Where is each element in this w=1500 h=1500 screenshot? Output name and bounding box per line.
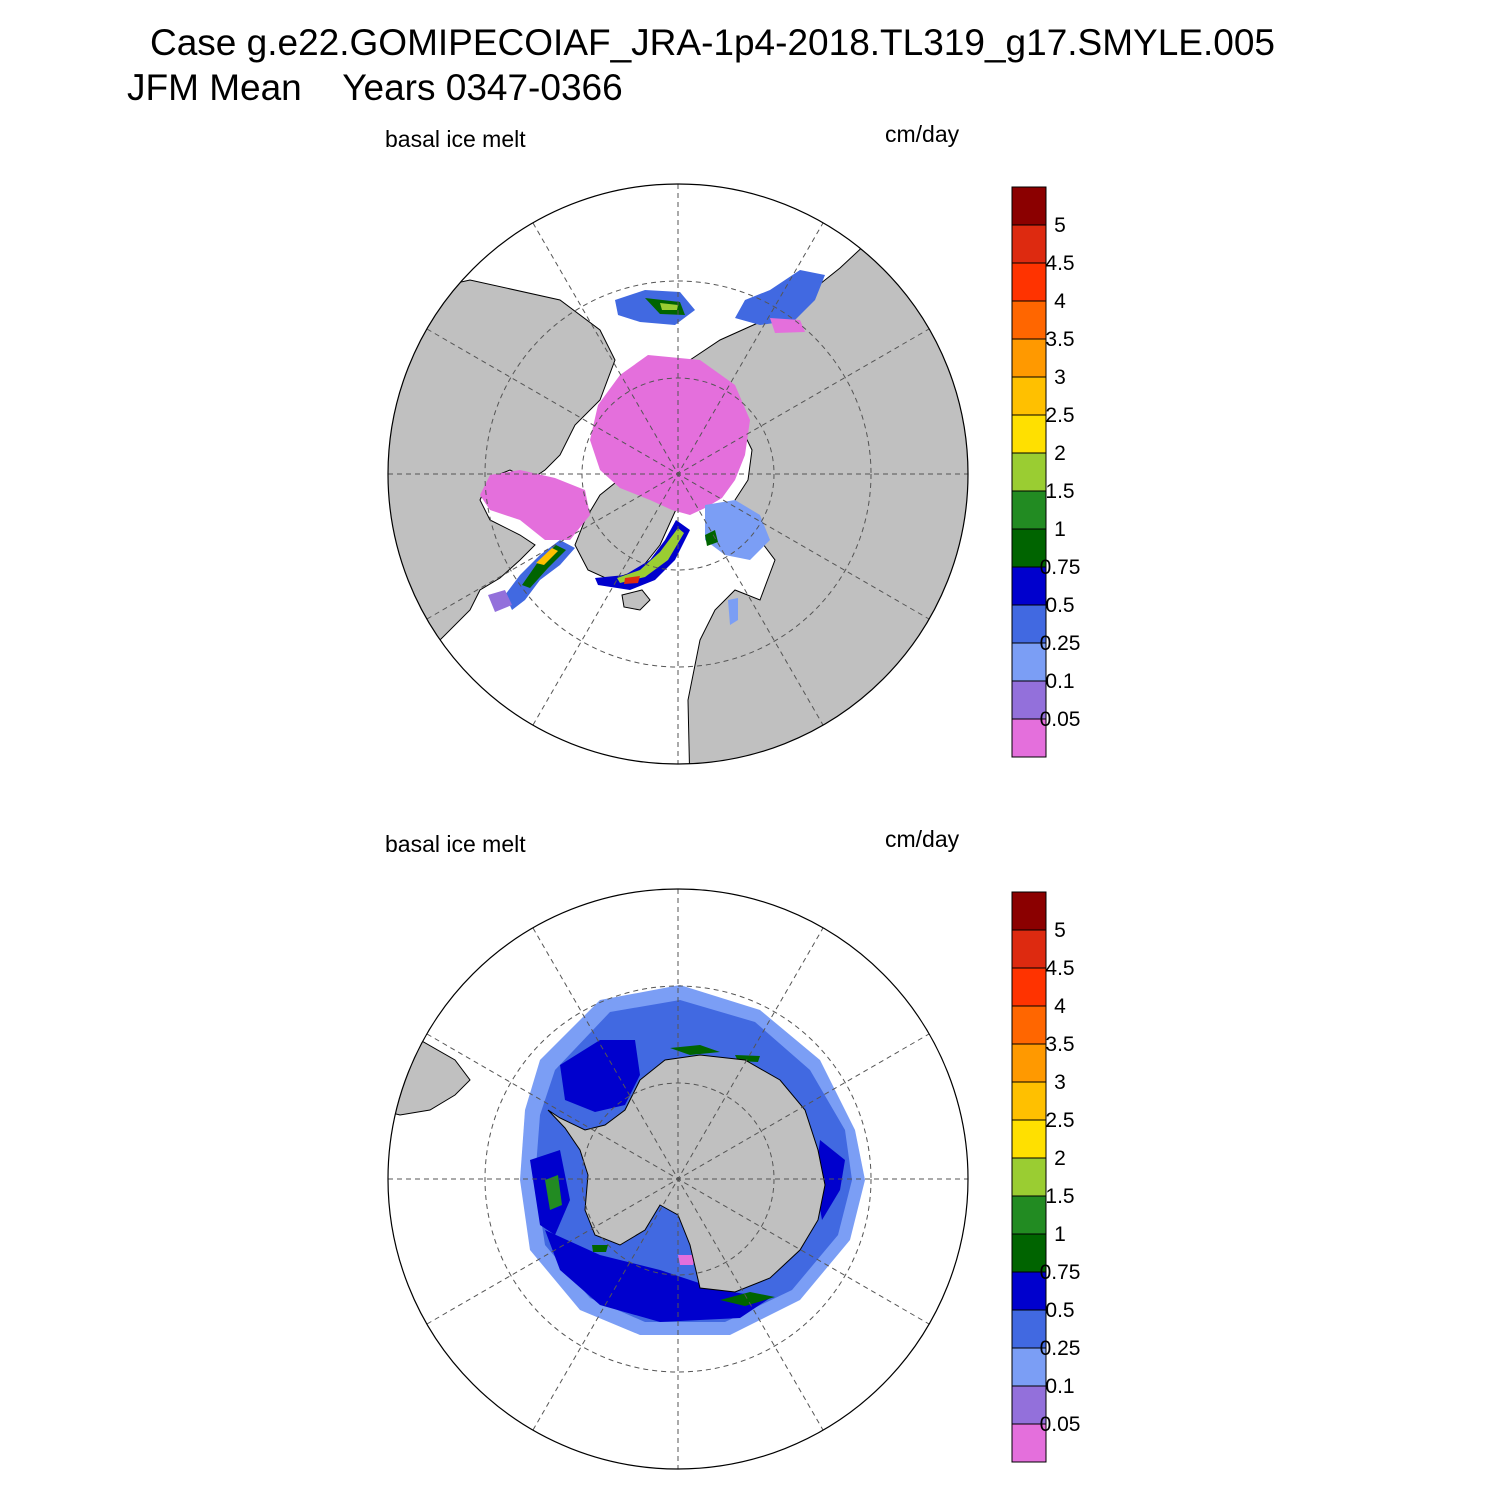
- north-okhotsk-melt: [735, 270, 825, 325]
- south-panel-left-label: basal ice melt: [385, 831, 526, 857]
- south-colorbar-tick-label: 3.5: [1045, 1033, 1074, 1056]
- north-colorbar-tick-label: 0.25: [1040, 632, 1081, 655]
- south-colorbar-box: [1011, 1043, 1047, 1083]
- south-colorbar-tick-label: 0.25: [1040, 1337, 1081, 1360]
- north-barents-melt-core: [705, 530, 718, 546]
- south-colorbar-box: [1011, 1195, 1047, 1235]
- south-colorbar-box: [1011, 1271, 1047, 1311]
- north-nordic-melt-peak: [624, 576, 640, 584]
- south-colorbar-tick-label: 4: [1054, 995, 1066, 1018]
- south-colorbar-box: [1011, 1423, 1047, 1463]
- north-colorbar-box: [1011, 376, 1047, 416]
- north-arctic-seaice: [590, 355, 750, 515]
- north-colorbar-box: [1011, 680, 1047, 720]
- north-labrador-melt-core: [522, 545, 566, 588]
- north-iceland-land: [621, 589, 651, 611]
- north-colorbar-tick-label: 2.5: [1045, 404, 1074, 427]
- south-map-border: [387, 888, 969, 1470]
- south-colorbar-box: [1011, 1309, 1047, 1349]
- north-colorbar-tick-label: 3.5: [1045, 328, 1074, 351]
- north-colorbar-box: [1011, 718, 1047, 758]
- north-panel-left-label: basal ice melt: [385, 126, 526, 152]
- north-map-graticule: [388, 184, 968, 764]
- north-colorbar-box: [1011, 338, 1047, 378]
- south-colorbar-tick-label: 0.1: [1045, 1375, 1074, 1398]
- north-colorbar-box: [1011, 490, 1047, 530]
- south-colorbar-tick-label: 1.5: [1045, 1185, 1074, 1208]
- north-barents-melt: [705, 500, 770, 560]
- south-colorbar-box: [1011, 1157, 1047, 1197]
- north-stlawrence-melt: [488, 590, 512, 612]
- south-colorbar-box: [1011, 1005, 1047, 1045]
- south-colorbar-box: [1011, 967, 1047, 1007]
- north-colorbar-box: [1011, 566, 1047, 606]
- north-colorbar-box: [1011, 528, 1047, 568]
- south-panel-units-label: cm/day: [885, 826, 960, 852]
- south-colorbar-box: [1011, 1385, 1047, 1425]
- north-bering-melt-peak: [660, 303, 678, 310]
- south-colorbar-box: [1011, 1081, 1047, 1121]
- south-colorbar-box: [1011, 1347, 1047, 1387]
- south-polar-map: [387, 888, 969, 1470]
- north-colorbar-box: [1011, 604, 1047, 644]
- north-panel-units-label: cm/day: [885, 121, 960, 147]
- north-colorbar-box: [1011, 300, 1047, 340]
- south-colorbar-tick-label: 4.5: [1045, 957, 1074, 980]
- south-colorbar-tick-label: 0.75: [1040, 1261, 1081, 1284]
- south-weddell-melt: [560, 1040, 640, 1112]
- north-colorbar: 0.05 0.1 0.25 0.5 0.75 1 1.5 2 2.5 3 3.5 4 4.5 5: [1011, 186, 1081, 758]
- north-labrador-melt-peak: [536, 548, 558, 565]
- north-colorbar-tick-label: 4.5: [1045, 252, 1074, 275]
- south-colorbar-tick-label: 3: [1054, 1071, 1066, 1094]
- north-colorbar-box: [1011, 224, 1047, 264]
- north-colorbar-tick-label: 2: [1054, 442, 1066, 465]
- south-colorbar-tick-label: 2.5: [1045, 1109, 1074, 1132]
- north-okhotsk-pink: [770, 318, 805, 333]
- south-map-graticule: [388, 889, 968, 1469]
- north-colorbar-tick-label: 3: [1054, 366, 1066, 389]
- south-colorbar-tick-label: 0.05: [1040, 1413, 1081, 1436]
- south-colorbar-box: [1011, 1119, 1047, 1159]
- south-colorbar-box: [1011, 891, 1047, 931]
- south-colorbar-tick-label: 1: [1054, 1223, 1066, 1246]
- south-colorbar-tick-label: 2: [1054, 1147, 1066, 1170]
- figure-title-case: Case g.e22.GOMIPECOIAF_JRA-1p4-2018.TL31…: [150, 22, 1275, 63]
- figure-title-period: JFM Mean Years 0347-0366: [127, 67, 623, 108]
- south-colorbar-tick-label: 0.5: [1045, 1299, 1074, 1322]
- south-ross-melt: [545, 1230, 770, 1322]
- north-polar-map: [387, 183, 969, 765]
- south-pink-patch: [678, 1255, 695, 1265]
- north-colorbar-tick-label: 5: [1054, 214, 1066, 237]
- north-canada-seaice: [480, 470, 590, 540]
- south-colorbar-box: [1011, 929, 1047, 969]
- north-map-border: [387, 183, 969, 765]
- north-colorbar-tick-label: 4: [1054, 290, 1066, 313]
- north-colorbar-box: [1011, 262, 1047, 302]
- north-colorbar-box: [1011, 452, 1047, 492]
- north-colorbar-tick-label: 0.75: [1040, 556, 1081, 579]
- south-green-patch-1: [545, 1175, 562, 1210]
- south-green-patch-3: [670, 1045, 720, 1055]
- north-colorbar-tick-label: 0.05: [1040, 708, 1081, 731]
- north-colorbar-tick-label: 1.5: [1045, 480, 1074, 503]
- south-map-content: [388, 889, 968, 1469]
- south-colorbar: 0.05 0.1 0.25 0.5 0.75 1 1.5 2 2.5 3 3.5 4 4.5 5: [1011, 891, 1081, 1463]
- north-colorbar-box: [1011, 186, 1047, 226]
- south-green-patch-2: [720, 1292, 775, 1306]
- north-colorbar-tick-label: 0.5: [1045, 594, 1074, 617]
- north-colorbar-tick-label: 0.1: [1045, 670, 1074, 693]
- north-nordic-melt-core: [617, 528, 684, 583]
- north-baltic-melt: [728, 598, 738, 625]
- north-colorbar-tick-label: 1: [1054, 518, 1066, 541]
- south-colorbar-tick-label: 5: [1054, 919, 1066, 942]
- north-colorbar-box: [1011, 414, 1047, 454]
- south-green-patch-5: [592, 1245, 608, 1252]
